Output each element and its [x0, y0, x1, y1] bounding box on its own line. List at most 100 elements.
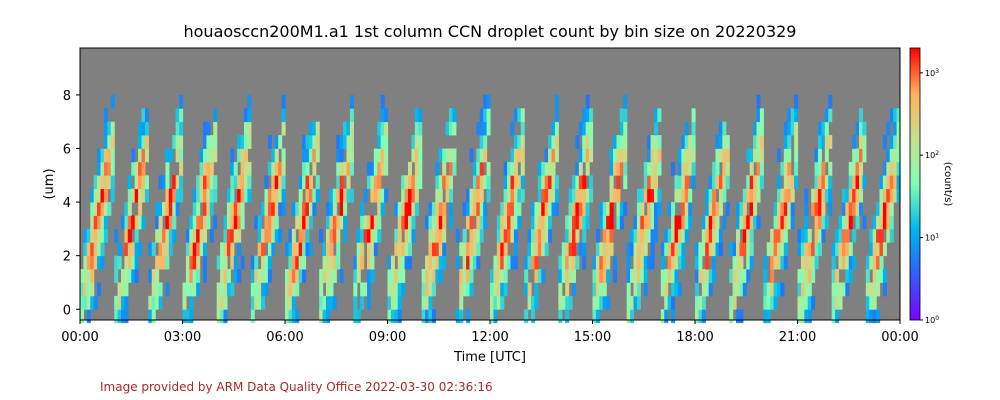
heatmap-cell — [264, 282, 269, 297]
heatmap-cell — [421, 282, 426, 297]
heatmap-cell — [790, 175, 795, 190]
heatmap-cell — [206, 135, 211, 149]
heatmap-cell — [155, 228, 160, 243]
heatmap-cell — [572, 255, 577, 270]
heatmap-cell — [654, 108, 659, 123]
heatmap-cell — [513, 188, 518, 203]
heatmap-cell — [831, 269, 836, 283]
heatmap-cell — [291, 295, 296, 310]
heatmap-cell — [476, 148, 481, 163]
heatmap-cell — [701, 269, 706, 283]
heatmap-cell — [155, 295, 160, 310]
heatmap-cell — [780, 228, 785, 243]
heatmap-cell — [575, 202, 580, 216]
heatmap-cell — [237, 148, 242, 163]
heatmap-cell — [179, 148, 184, 163]
heatmap-cell — [551, 161, 556, 176]
heatmap-cell — [544, 175, 549, 190]
heatmap-cell — [684, 175, 689, 190]
heatmap-cell — [841, 228, 846, 243]
heatmap-cell — [261, 255, 266, 270]
heatmap-cell — [531, 255, 536, 270]
heatmap-cell — [551, 148, 556, 163]
heatmap-cell — [807, 242, 812, 257]
heatmap-cell — [380, 135, 385, 149]
heatmap-cell — [893, 108, 898, 123]
heatmap-cell — [244, 135, 249, 149]
heatmap-cell — [134, 188, 139, 203]
heatmap-cell — [828, 188, 833, 203]
heatmap-cell — [879, 202, 884, 216]
heatmap-cell — [753, 215, 758, 230]
heatmap-cell — [332, 202, 337, 216]
heatmap-cell — [394, 309, 399, 324]
heatmap-cell — [838, 282, 843, 297]
heatmap-cell — [589, 188, 594, 203]
heatmap-cell — [636, 242, 641, 257]
heatmap-cell — [677, 255, 682, 270]
heatmap-cell — [807, 309, 812, 324]
heatmap-cell — [285, 242, 290, 257]
heatmap-cell — [332, 255, 337, 270]
heatmap-cell — [602, 295, 607, 310]
heatmap-cell — [312, 202, 317, 216]
heatmap-cell — [339, 215, 344, 230]
heatmap-cell — [872, 295, 877, 310]
heatmap-cell — [708, 175, 713, 190]
heatmap-cell — [404, 242, 409, 257]
heatmap-cell — [274, 215, 279, 230]
heatmap-cell — [534, 202, 539, 216]
heatmap-cell — [742, 202, 747, 216]
heatmap-cell — [736, 255, 741, 270]
heatmap-cell — [691, 148, 696, 163]
heatmap-cell — [189, 309, 194, 324]
heatmap-cell — [343, 161, 348, 176]
heatmap-cell — [408, 228, 413, 243]
heatmap-cell — [715, 228, 720, 243]
heatmap-cell — [534, 228, 539, 243]
heatmap-cell — [435, 175, 440, 190]
heatmap-cell — [428, 309, 433, 324]
heatmap-cell — [182, 309, 187, 324]
heatmap-cell — [500, 202, 505, 216]
heatmap-cell — [616, 202, 621, 216]
heatmap-cell — [517, 202, 522, 216]
heatmap-cell — [729, 269, 734, 283]
heatmap-cell — [787, 135, 792, 149]
heatmap-cell — [370, 269, 375, 283]
heatmap-cell — [654, 148, 659, 163]
heatmap-cell — [428, 282, 433, 297]
heatmap-cell — [394, 228, 399, 243]
heatmap-cell — [527, 255, 532, 270]
heatmap-cell — [879, 255, 884, 270]
heatmap-cell — [732, 242, 737, 257]
heatmap-cell — [449, 161, 454, 176]
heatmap-cell — [349, 148, 354, 163]
heatmap-cell — [585, 188, 590, 203]
heatmap-cell — [86, 269, 91, 283]
heatmap-cell — [144, 148, 149, 163]
heatmap-cell — [230, 282, 235, 297]
heatmap-cell — [609, 188, 614, 203]
heatmap-cell — [845, 228, 850, 243]
heatmap-cell — [766, 282, 771, 297]
heatmap-cell — [643, 242, 648, 257]
heatmap-cell — [548, 148, 553, 163]
heatmap-cell — [876, 242, 881, 257]
heatmap-cell — [418, 148, 423, 163]
heatmap-cell — [127, 228, 132, 243]
heatmap-cell — [168, 188, 173, 203]
heatmap-cell — [425, 215, 430, 230]
y-tick-label: 4 — [63, 196, 71, 211]
heatmap-cell — [199, 228, 204, 243]
heatmap-cell — [613, 161, 618, 176]
heatmap-cell — [261, 282, 266, 297]
heatmap-cell — [240, 188, 245, 203]
heatmap-cell — [408, 202, 413, 216]
heatmap-cell — [691, 161, 696, 176]
heatmap-cell — [500, 242, 505, 257]
heatmap-cell — [848, 161, 853, 176]
heatmap-cell — [220, 255, 225, 270]
heatmap-cell — [172, 215, 177, 230]
heatmap-cell — [852, 135, 857, 149]
